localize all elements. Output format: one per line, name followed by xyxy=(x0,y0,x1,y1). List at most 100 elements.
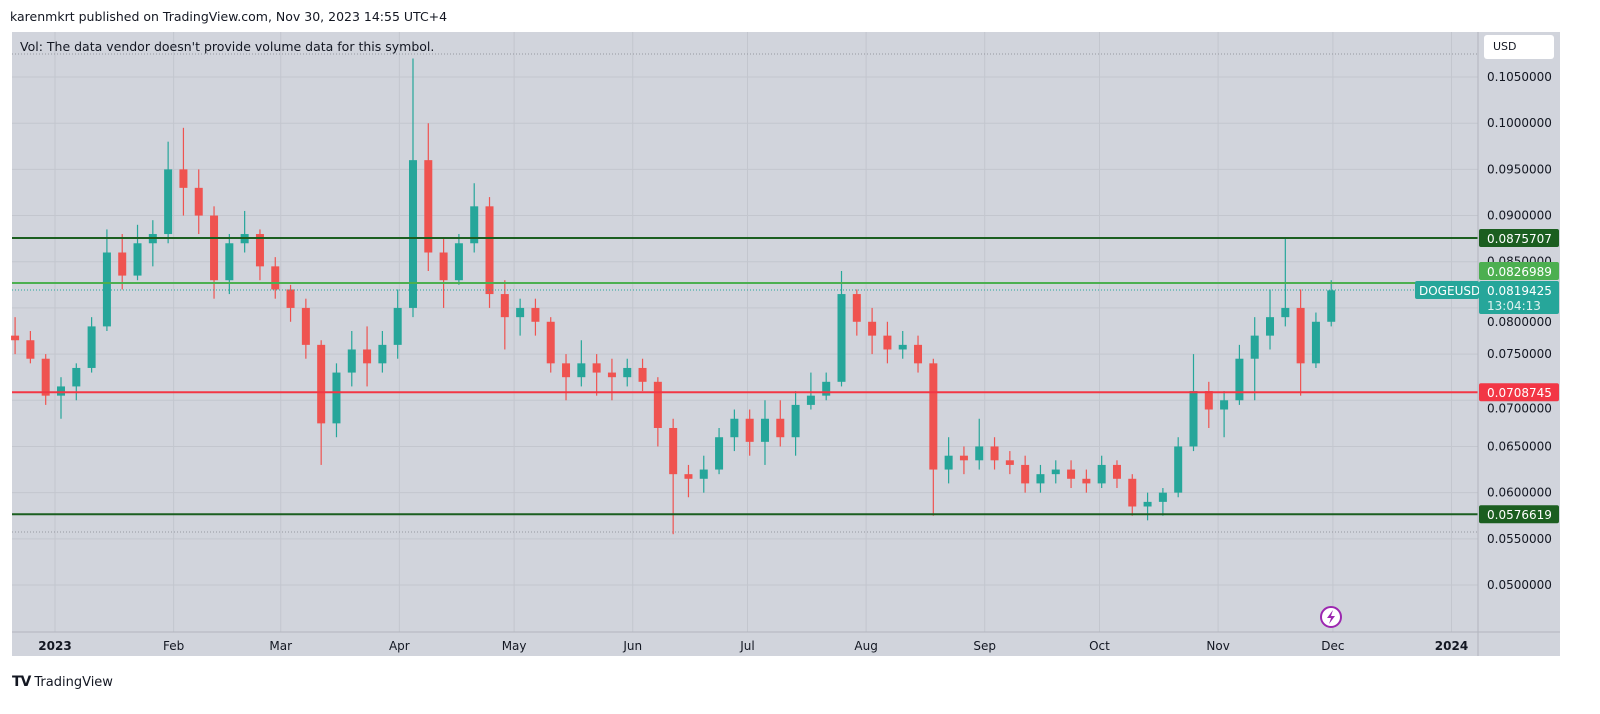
candle xyxy=(271,257,280,299)
candle-body xyxy=(516,307,525,318)
candle xyxy=(623,358,632,387)
candle-body xyxy=(225,243,234,281)
candle xyxy=(1036,464,1045,493)
candle-body xyxy=(133,243,142,276)
candle xyxy=(990,437,999,470)
price-axis[interactable]: 0.0500000 0.0550000 0.0600000 0.0650000 0.07… xyxy=(1487,70,1552,592)
price-tick-label[interactable]: 0.0600000 xyxy=(1487,486,1552,500)
volume-notice: Vol: The data vendor doesn't provide vol… xyxy=(20,39,435,54)
candle-body xyxy=(760,418,769,442)
candle xyxy=(546,317,555,373)
candle xyxy=(164,141,173,244)
candle xyxy=(1174,437,1183,498)
price-tick-label[interactable]: 0.0700000 xyxy=(1487,401,1552,415)
candle-body xyxy=(470,206,479,244)
price-tick-label[interactable]: 0.0900000 xyxy=(1487,209,1552,223)
tradingview-logo-icon: TV xyxy=(12,674,31,690)
candle xyxy=(638,358,647,392)
candle xyxy=(102,229,111,332)
horizontal-levels[interactable] xyxy=(12,236,1478,516)
time-tick-label[interactable]: Sep xyxy=(973,639,996,653)
candle xyxy=(1327,280,1336,327)
candle xyxy=(975,418,984,470)
price-tick-label[interactable]: 0.1000000 xyxy=(1487,116,1552,130)
time-tick-label[interactable]: Apr xyxy=(389,639,410,653)
price-tick-label[interactable]: 0.1050000 xyxy=(1487,70,1552,84)
time-tick-label[interactable]: Nov xyxy=(1206,639,1229,653)
candle-body xyxy=(332,372,341,424)
price-level-badge xyxy=(1479,505,1559,524)
candle-body xyxy=(41,358,50,396)
candle-body xyxy=(1174,446,1183,493)
last-price-label: 0.0819425 xyxy=(1487,284,1552,298)
time-tick-label[interactable]: May xyxy=(502,639,527,653)
price-tick-label[interactable]: 0.0550000 xyxy=(1487,532,1552,546)
candle xyxy=(26,331,35,364)
price-tick-label[interactable]: 0.0750000 xyxy=(1487,347,1552,361)
price-level-badge xyxy=(1479,228,1559,247)
candle-body xyxy=(164,169,173,235)
candle-body xyxy=(1327,290,1336,322)
candle xyxy=(72,363,81,401)
candle-body xyxy=(914,344,923,364)
time-tick-label[interactable]: Oct xyxy=(1089,639,1110,653)
candle-body xyxy=(454,243,463,281)
candle-body xyxy=(607,372,616,378)
candle xyxy=(1220,391,1229,438)
candle-body xyxy=(102,252,111,327)
tradingview-logo[interactable]: TV TradingView xyxy=(12,674,113,690)
candle-body xyxy=(1296,307,1305,364)
candle xyxy=(1250,317,1259,401)
candle-body xyxy=(255,234,264,267)
candle-body xyxy=(393,307,402,345)
grid xyxy=(12,32,1478,632)
candle xyxy=(852,289,861,336)
candle xyxy=(286,284,295,322)
time-tick-label[interactable]: 2024 xyxy=(1435,639,1468,653)
candle-body xyxy=(1143,501,1152,507)
time-tick-label[interactable]: Aug xyxy=(854,639,877,653)
candle xyxy=(959,446,968,475)
candle xyxy=(898,331,907,359)
time-tick-label[interactable]: Dec xyxy=(1321,639,1344,653)
candle-body xyxy=(868,321,877,336)
lightning-icon[interactable] xyxy=(1320,606,1342,628)
price-tick-label[interactable]: 0.0500000 xyxy=(1487,578,1552,592)
candle-body xyxy=(699,469,708,479)
candle xyxy=(822,372,831,401)
candle-body xyxy=(424,160,433,253)
price-level-label: 0.0875707 xyxy=(1487,232,1552,246)
brand-name: TradingView xyxy=(34,674,113,690)
candle xyxy=(1296,289,1305,396)
candle-body xyxy=(531,307,540,322)
price-tick-label[interactable]: 0.0950000 xyxy=(1487,162,1552,176)
time-tick-label[interactable]: Jun xyxy=(622,639,642,653)
time-tick-label[interactable]: Jul xyxy=(739,639,754,653)
price-tick-label[interactable]: 0.0800000 xyxy=(1487,315,1552,329)
symbol-label: DOGEUSD xyxy=(1419,284,1480,298)
candle-body xyxy=(378,344,387,364)
candle xyxy=(684,464,693,498)
candle xyxy=(868,307,877,355)
candle xyxy=(317,340,326,465)
last-price-badge xyxy=(1479,280,1559,314)
candle xyxy=(485,197,494,308)
candle xyxy=(592,354,601,396)
currency-button[interactable]: USD xyxy=(1484,35,1554,59)
candle-body xyxy=(1128,478,1137,507)
time-tick-label[interactable]: Mar xyxy=(269,639,292,653)
time-axis[interactable]: 2023 Feb Mar Apr May Jun Jul Aug Sep Oct Nov Dec 202… xyxy=(38,639,1468,653)
time-tick-label[interactable]: Feb xyxy=(163,639,184,653)
candle xyxy=(745,409,754,456)
candle xyxy=(1189,354,1198,452)
time-tick-label[interactable]: 2023 xyxy=(38,639,71,653)
candle-body xyxy=(408,160,417,308)
candle xyxy=(41,354,50,405)
candle xyxy=(225,234,234,295)
candle xyxy=(776,400,785,447)
price-tick-label[interactable]: 0.0650000 xyxy=(1487,439,1552,453)
candle-body xyxy=(653,381,662,428)
candle-body xyxy=(317,344,326,424)
candle-body xyxy=(592,363,601,373)
